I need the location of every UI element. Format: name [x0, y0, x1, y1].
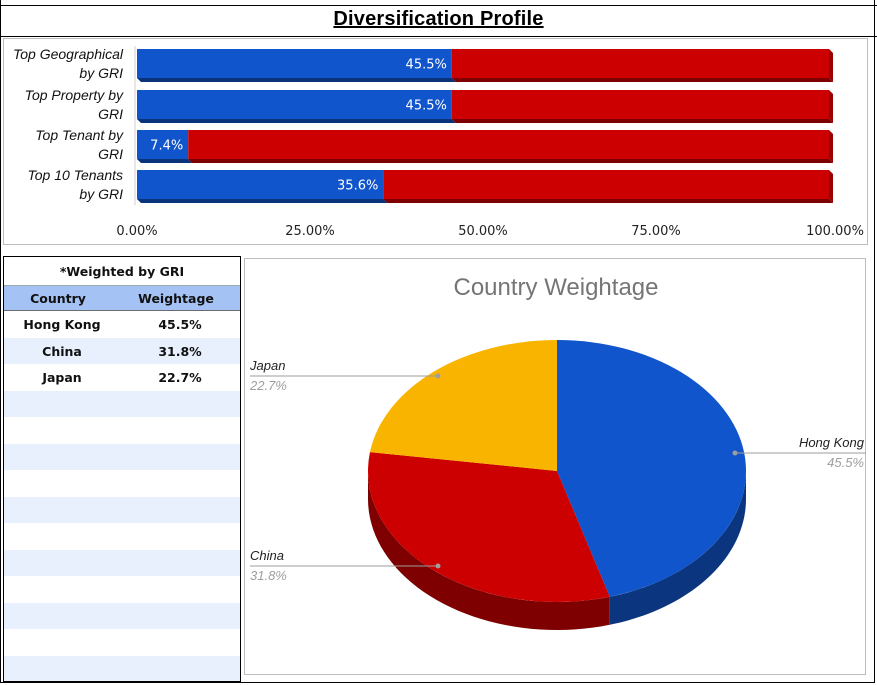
bar-x-tick-label: 50.00%	[458, 224, 508, 239]
table-note: *Weighted by GRI	[59, 264, 185, 279]
table-row	[4, 390, 240, 417]
table-cell-weightage: 45.5%	[158, 317, 202, 332]
pie-chart-panel	[244, 258, 866, 675]
table-row	[4, 523, 240, 550]
bar-category-label-line: Top Property by	[24, 87, 123, 103]
table-row	[4, 655, 240, 681]
table-cell-weightage: 22.7%	[158, 370, 202, 385]
bar-category-label-line: GRI	[98, 106, 123, 122]
table-header-row: Country Weightage	[4, 285, 240, 311]
bar-category-label-line: Top Geographical	[12, 46, 123, 62]
table-row	[4, 629, 240, 656]
table-row	[4, 576, 240, 603]
bar-category-label-line: Top 10 Tenants	[27, 167, 124, 183]
title-divider	[0, 36, 877, 37]
table-cell-weightage: 31.8%	[158, 343, 202, 359]
bar-x-tick-label: 0.00%	[116, 224, 158, 239]
bar-category-label: Top Property by GRI	[0, 86, 123, 124]
bar-category-label: Top Geographical by GRI	[0, 45, 123, 83]
top-border	[0, 5, 877, 6]
bar-x-tick-label: 25.00%	[285, 224, 335, 239]
table-row	[4, 470, 240, 497]
table-row	[4, 496, 240, 523]
table-cell-country: China	[42, 343, 82, 359]
col-header-weightage: Weightage	[138, 291, 214, 306]
bar-category-label-line: by GRI	[79, 65, 123, 81]
table-cell-country: Hong Kong	[23, 317, 101, 332]
page-title: Diversification Profile	[333, 8, 544, 30]
table-row	[4, 602, 240, 629]
bar-category-label-line: Top Tenant by	[35, 127, 123, 143]
table-row	[4, 417, 240, 444]
bar-x-tick-label: 75.00%	[631, 224, 681, 239]
bar-chart-panel	[3, 38, 868, 245]
bar-category-label-line: GRI	[98, 146, 123, 162]
weightage-table: *Weighted by GRI Country Weightage Hong …	[3, 256, 241, 682]
table-cell-country: Japan	[42, 370, 82, 385]
bar-category-label: Top 10 Tenants by GRI	[0, 166, 124, 204]
table-row: China 31.8%	[4, 337, 240, 364]
bar-category-label-line: by GRI	[79, 186, 123, 202]
table-row: Hong Kong 45.5%	[4, 311, 240, 338]
table-row	[4, 549, 240, 576]
bar-category-label: Top Tenant by GRI	[0, 126, 123, 164]
bar-x-tick-label: 100.00%	[806, 224, 864, 239]
table-row: Japan 22.7%	[4, 364, 240, 391]
table-row	[4, 443, 240, 470]
col-header-country: Country	[30, 291, 86, 306]
